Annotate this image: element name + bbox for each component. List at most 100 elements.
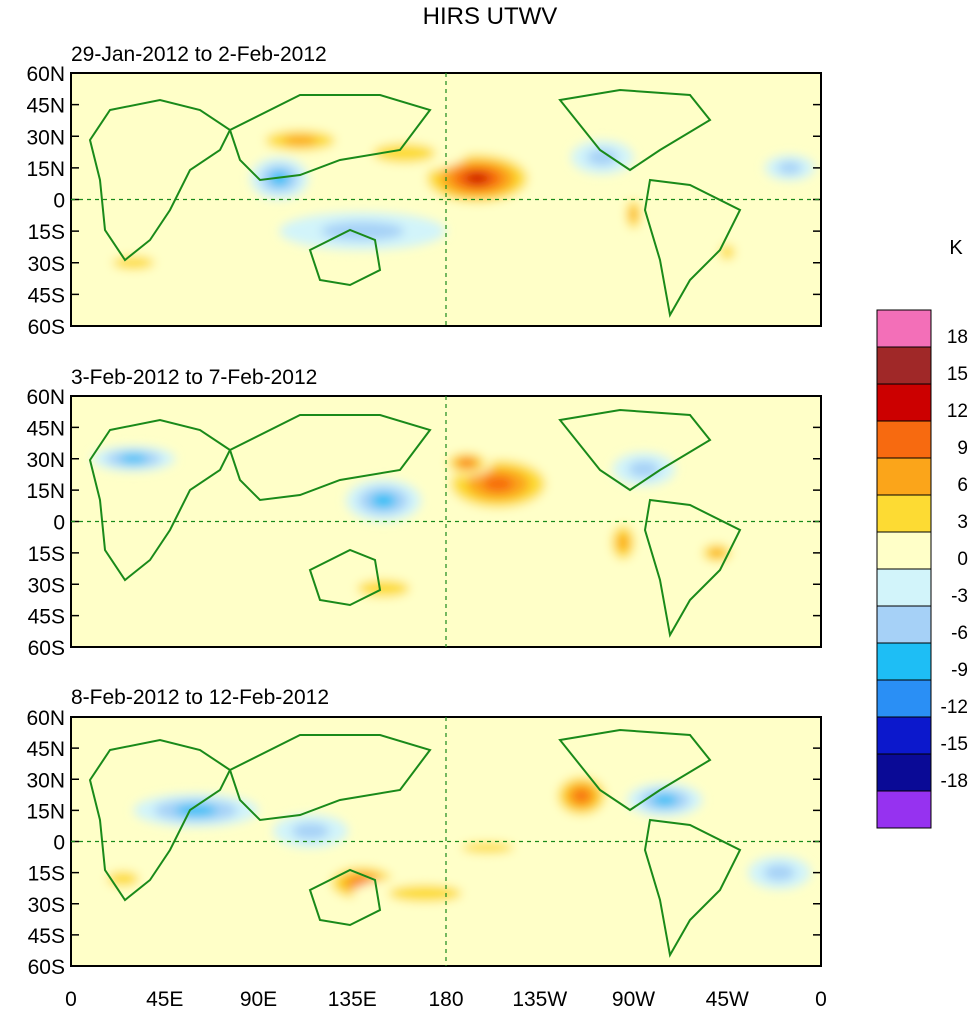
colorbar-swatch (876, 790, 932, 829)
map-panel-2: 3-Feb-2012 to 7-Feb-2012 60N 45N 30N 15N 0 15… (26, 366, 822, 660)
anomaly-contour (573, 789, 590, 803)
anomaly-contour (652, 794, 678, 806)
longitude-label: 90E (240, 988, 277, 1011)
latitude-label: 60N (26, 707, 65, 730)
latitude-label: 60S (28, 637, 65, 660)
panel-3-period: 8-Feb-2012 to 12-Feb-2012 (71, 686, 329, 709)
latitude-label: 30S (28, 894, 65, 917)
anomaly-contour (586, 148, 618, 166)
colorbar-swatch (876, 494, 932, 533)
anomaly-contour (112, 256, 155, 270)
latitude-label: 30N (26, 769, 65, 792)
colorbar-tick-label: 0 (957, 549, 968, 570)
latitude-label: 45N (26, 95, 65, 118)
longitude-labels: 0 45E 90E 135E 180 135W 90W 45W 0 (65, 988, 827, 1011)
coastline (88, 88, 742, 318)
colorbar-swatch (876, 420, 932, 459)
colorbar-swatch (876, 531, 932, 570)
latitude-label: 0 (53, 190, 65, 213)
colorbar: K 18 15 12 9 6 3 0 -3 -6 -9 -12 -15 -18 (876, 237, 968, 829)
latitude-label: 15S (28, 543, 65, 566)
colorbar-swatch (876, 605, 932, 644)
latitude-label: 30S (28, 574, 65, 597)
anomaly-contour (628, 460, 660, 478)
latitude-labels: 60N 45N 30N 15N 0 15S 30S 45S 60S (26, 707, 821, 979)
colorbar-swatch (876, 716, 932, 755)
colorbar-swatch (876, 309, 932, 348)
colorbar-tick-label: 18 (947, 327, 968, 348)
anomaly-contour (630, 207, 637, 222)
longitude-label: 0 (815, 988, 827, 1011)
anomaly-contour (464, 172, 490, 185)
anomaly-contour (388, 885, 462, 902)
latitude-label: 60S (28, 316, 65, 339)
colorbar-swatch (876, 383, 932, 422)
longitude-label: 45E (146, 988, 183, 1011)
anomaly-contour (709, 548, 724, 558)
colorbar-swatch (876, 679, 932, 718)
colorbar-tick-label: 12 (947, 401, 968, 422)
latitude-label: 30S (28, 253, 65, 276)
latitude-label: 0 (53, 832, 65, 855)
colorbar-tick-label: -15 (941, 734, 968, 755)
longitude-label: 0 (65, 988, 77, 1011)
colorbar-tick-label: -12 (941, 697, 968, 718)
colorbar-swatch (876, 457, 932, 496)
colorbar-tick-label: 9 (957, 438, 968, 459)
anomaly-contour (321, 221, 405, 241)
latitude-label: 45N (26, 738, 65, 761)
latitude-label: 15S (28, 221, 65, 244)
coastline (88, 728, 742, 958)
anomaly-contour (119, 454, 148, 463)
anomaly-contour (373, 143, 436, 163)
longitude-label: 135E (328, 988, 377, 1011)
anomaly-contour (777, 161, 803, 175)
map-panel-1: 29-Jan-2012 to 2-Feb-2012 60N 45N 30N 15N 0 1… (26, 43, 822, 339)
longitude-label: 90W (612, 988, 655, 1011)
anomaly-contour (482, 476, 514, 492)
panel-1-period: 29-Jan-2012 to 2-Feb-2012 (71, 43, 327, 66)
colorbar-tick-label: 3 (957, 512, 968, 533)
latitude-label: 45S (28, 284, 65, 307)
anomaly-contour (461, 842, 514, 853)
latitude-labels: 60N 45N 30N 15N 0 15S 30S 45S 60S (26, 386, 821, 660)
anomaly-contour (719, 244, 735, 260)
latitude-label: 45S (28, 925, 65, 948)
longitude-label: 45W (706, 988, 749, 1011)
colorbar-tick-label: -3 (951, 586, 968, 607)
colorbar-swatch (876, 568, 932, 607)
latitude-label: 60N (26, 386, 65, 409)
longitude-label: 180 (428, 988, 463, 1011)
latitude-label: 60S (28, 956, 65, 979)
anomaly-contour (282, 135, 318, 146)
latitude-label: 30N (26, 126, 65, 149)
anomaly-contour (81, 531, 144, 574)
colorbar-tick-label: -6 (951, 623, 968, 644)
figure-title: HIRS UTWV (423, 3, 558, 30)
anomaly-contour (291, 822, 330, 840)
latitude-label: 45N (26, 417, 65, 440)
coastline (88, 408, 742, 638)
colorbar-swatch (876, 346, 932, 385)
anomaly-contour (371, 493, 396, 508)
latitude-label: 15N (26, 800, 65, 823)
anomaly-contour (175, 804, 217, 816)
latitude-label: 15S (28, 863, 65, 886)
colorbar-swatch (876, 642, 932, 681)
colorbar-tick-label: -9 (951, 660, 968, 681)
panel-2-period: 3-Feb-2012 to 7-Feb-2012 (71, 366, 317, 389)
colorbar-swatch (876, 753, 932, 792)
colorbar-tick-label: 15 (947, 364, 968, 385)
anomaly-contour (357, 580, 410, 597)
map-panel-3: 8-Feb-2012 to 12-Feb-2012 60N 45N 30N 15N 0 1… (26, 686, 822, 979)
latitude-label: 15N (26, 158, 65, 181)
anomaly-contour (107, 871, 139, 887)
latitude-label: 0 (53, 512, 65, 535)
latitude-label: 60N (26, 63, 65, 86)
anomaly-contour (617, 534, 629, 551)
anomaly-contour (460, 459, 474, 467)
anomaly-contour (763, 864, 795, 881)
latitude-label: 45S (28, 606, 65, 629)
latitude-label: 30N (26, 449, 65, 472)
